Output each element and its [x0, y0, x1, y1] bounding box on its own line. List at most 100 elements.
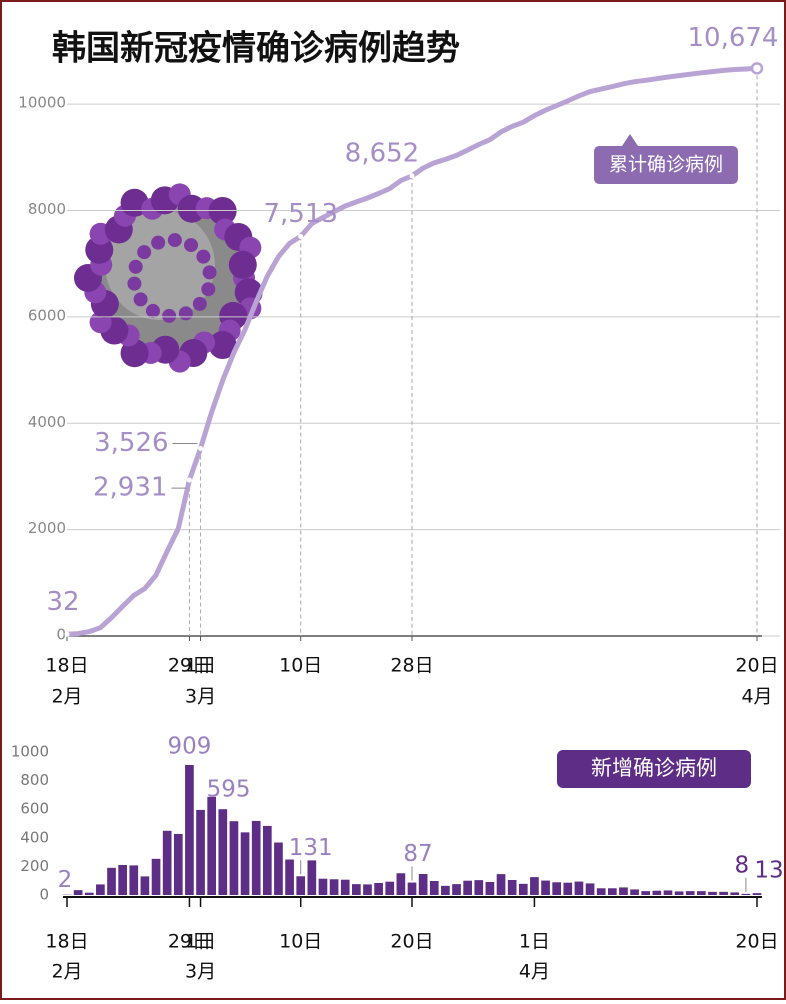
- virus-spike: [168, 233, 182, 247]
- bar: [597, 888, 606, 895]
- virus-spike: [229, 251, 257, 279]
- bar: [252, 821, 261, 895]
- y-tick-label: 0: [39, 886, 49, 904]
- bar: [74, 890, 83, 895]
- bar: [274, 843, 283, 895]
- bar: [185, 765, 194, 895]
- y-tick-label: 1000: [11, 743, 49, 761]
- bar: [586, 883, 595, 895]
- bar: [463, 881, 472, 895]
- x-tick-label: 1日: [185, 931, 216, 953]
- bar: [118, 865, 127, 895]
- bar: [486, 882, 495, 895]
- x-month-label: 3月: [185, 686, 216, 708]
- data-point: [198, 446, 203, 451]
- value-label: 32: [46, 587, 79, 617]
- bar: [441, 886, 450, 895]
- bar: [307, 860, 316, 895]
- legend-label: 累计确诊病例: [609, 154, 723, 176]
- x-month-label: 3月: [185, 961, 216, 983]
- x-month-label: 2月: [51, 961, 82, 983]
- y-tick-label: 400: [20, 828, 49, 846]
- y-tick-label: 8000: [28, 200, 66, 218]
- y-tick-label: 4000: [28, 413, 66, 431]
- bar: [174, 834, 183, 895]
- legend-daily: 新增确诊病例: [557, 750, 751, 788]
- virus-spike: [127, 277, 141, 291]
- bar: [575, 882, 584, 895]
- value-label: 2: [58, 867, 73, 893]
- bar: [285, 860, 294, 895]
- bar: [207, 797, 216, 895]
- virus-spike: [129, 260, 143, 274]
- virus-spike: [134, 292, 148, 306]
- bar: [708, 892, 717, 895]
- bar: [641, 891, 650, 895]
- bar: [652, 891, 661, 895]
- virus-spike: [201, 282, 215, 296]
- bar: [218, 809, 227, 895]
- x-tick-label: 20日: [735, 931, 778, 953]
- virus-spike: [151, 236, 165, 250]
- bar: [664, 890, 673, 895]
- value-label: 7,513: [263, 199, 337, 229]
- x-tick-label: 10日: [279, 655, 322, 677]
- bar: [686, 891, 695, 895]
- bar: [230, 821, 239, 895]
- bar: [563, 883, 572, 895]
- bar: [397, 873, 406, 895]
- bar: [385, 882, 394, 895]
- value-label: 8: [735, 852, 750, 878]
- bar: [352, 884, 361, 895]
- y-tick-label: 200: [20, 857, 49, 875]
- virus-spike: [146, 304, 160, 318]
- value-label: 909: [167, 734, 211, 760]
- value-label: 8,652: [345, 138, 419, 168]
- value-label: 131: [289, 835, 333, 861]
- value-label: 3,526: [94, 428, 168, 458]
- x-tick-label: 28日: [390, 655, 433, 677]
- bar: [129, 865, 138, 895]
- bar: [152, 859, 161, 895]
- bar: [497, 874, 506, 895]
- bar: [196, 810, 205, 895]
- value-label: 10,674: [688, 23, 779, 53]
- bar: [374, 883, 383, 895]
- y-tick-label: 800: [20, 771, 49, 789]
- x-tick-label: 18日: [45, 931, 88, 953]
- virus-spike: [179, 306, 193, 320]
- x-tick-label: 18日: [45, 655, 88, 677]
- virus-spike: [137, 245, 151, 259]
- value-label: 2,931: [93, 473, 167, 503]
- virus-spike: [193, 297, 207, 311]
- x-tick-label: 10日: [279, 931, 322, 953]
- x-month-label: 4月: [741, 686, 772, 708]
- x-tick-label: 1日: [519, 931, 550, 953]
- bar: [430, 881, 439, 895]
- bar: [330, 879, 339, 895]
- bar: [719, 892, 728, 895]
- bar: [319, 879, 328, 895]
- bar: [753, 893, 762, 895]
- bar: [552, 882, 561, 895]
- bar: [697, 891, 706, 895]
- legend-label: 新增确诊病例: [591, 756, 717, 780]
- x-tick-label: 20日: [390, 931, 433, 953]
- bar: [474, 880, 483, 895]
- bar: [341, 880, 350, 895]
- bar: [85, 893, 94, 895]
- bar: [408, 883, 417, 895]
- y-tick-label: 2000: [28, 519, 66, 537]
- chart-title: 韩国新冠疫情确诊病例趋势: [52, 29, 460, 69]
- bar: [163, 831, 172, 895]
- bar: [141, 876, 150, 895]
- bar: [608, 888, 617, 895]
- bar: [541, 881, 550, 895]
- bar: [742, 894, 751, 895]
- data-point: [65, 632, 70, 637]
- bar: [419, 874, 428, 895]
- data-point: [187, 478, 192, 483]
- bar: [263, 826, 272, 895]
- virus-spike: [196, 250, 210, 264]
